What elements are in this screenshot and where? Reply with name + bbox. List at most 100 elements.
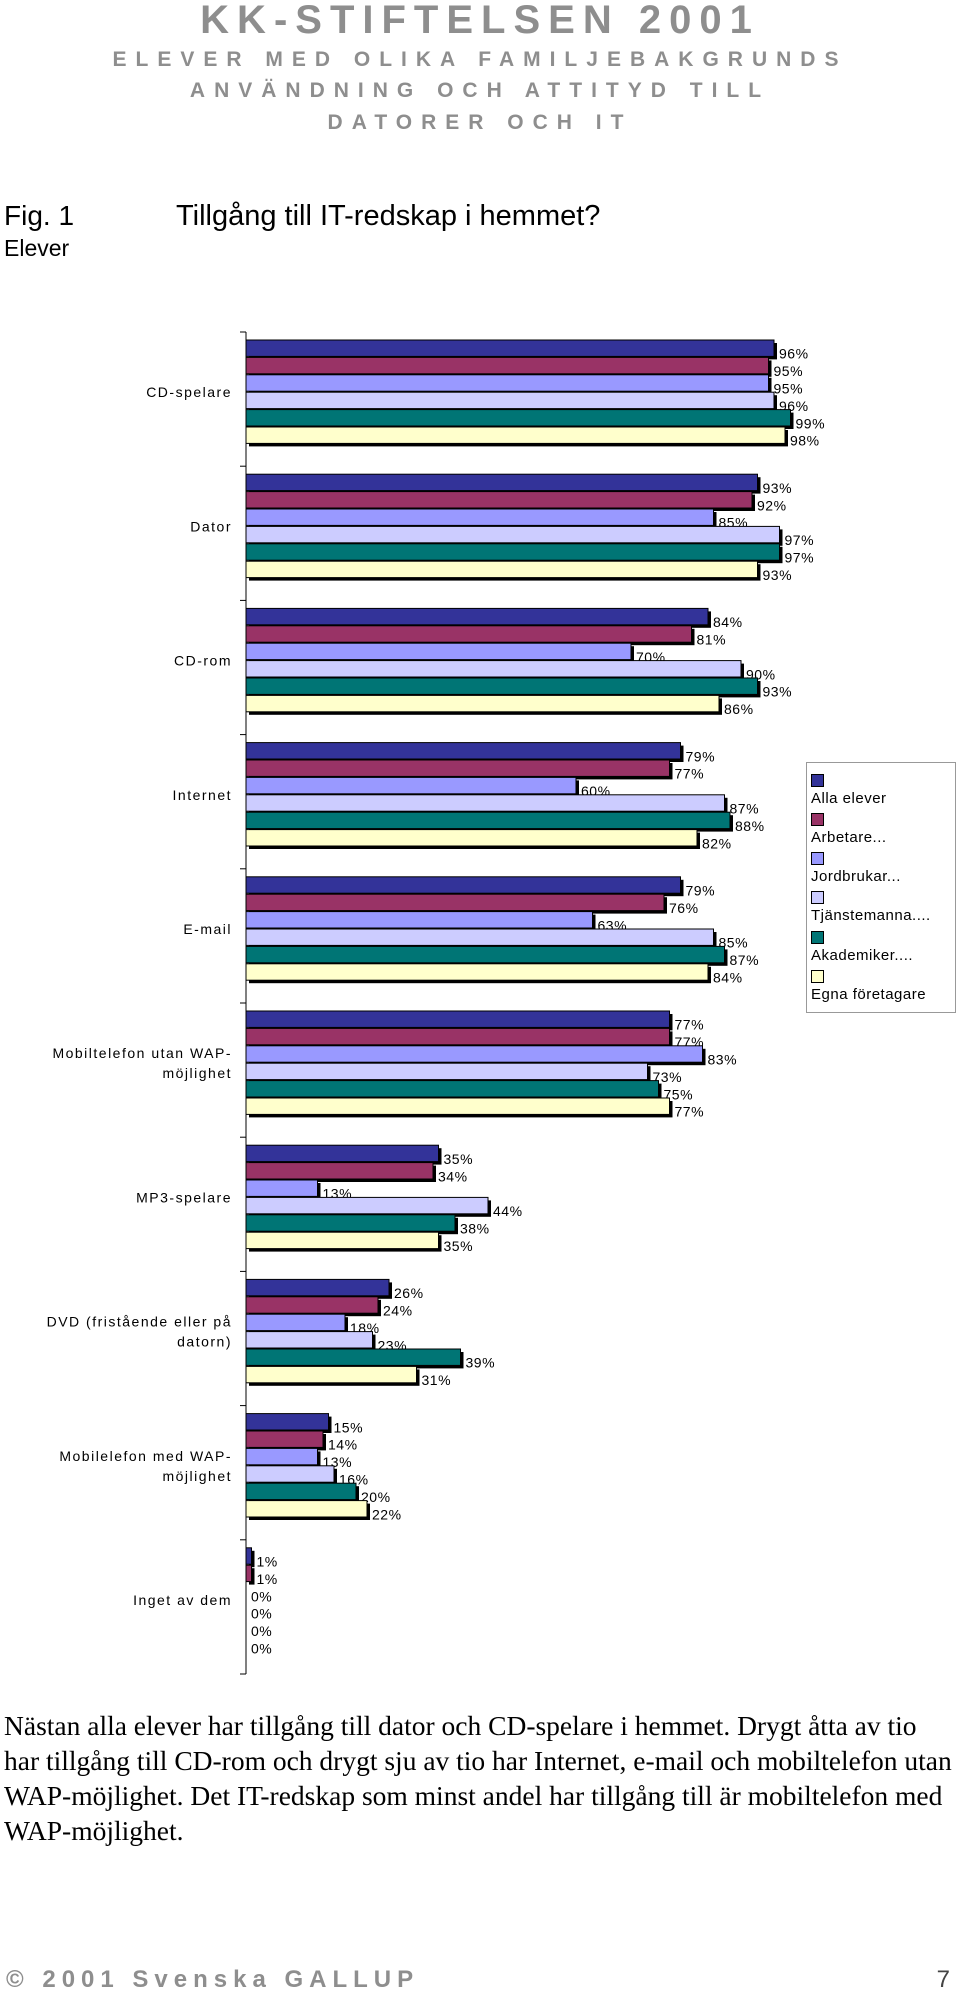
data-label: 38% <box>460 1221 490 1237</box>
bar-8-0 <box>245 1413 329 1431</box>
category-label: MP3-spelare <box>136 1189 232 1205</box>
figure-group: Elever <box>4 235 70 261</box>
data-label: 87% <box>730 801 760 817</box>
legend-item: Egna företagare <box>811 969 955 1003</box>
bar-9-0 <box>245 1547 252 1565</box>
bar-9-1 <box>245 1564 252 1583</box>
data-label: 14% <box>328 1437 358 1453</box>
bar-4-2 <box>245 911 593 929</box>
data-label: 95% <box>774 363 804 379</box>
category-label: E-mail <box>183 921 232 937</box>
bar-3-2 <box>245 776 577 795</box>
bar-7-2 <box>245 1313 346 1332</box>
legend-item: Akademiker.... <box>811 930 955 964</box>
data-label: 81% <box>697 632 727 648</box>
data-label: 99% <box>796 415 826 431</box>
bar-5-1 <box>245 1027 670 1046</box>
data-label: 97% <box>785 532 815 548</box>
data-label: 39% <box>466 1355 496 1371</box>
report-subtitle-line1: ELEVER MED OLIKA FAMILJEBAKGRUNDS <box>112 48 848 71</box>
legend-swatch <box>811 970 824 983</box>
bar-6-0 <box>245 1144 439 1163</box>
bar-1-3 <box>245 525 780 544</box>
bar-5-2 <box>245 1045 703 1063</box>
data-label: 0% <box>251 1606 272 1622</box>
data-label: 95% <box>774 381 804 397</box>
data-label: 77% <box>675 1104 705 1120</box>
category-label: CD-spelare <box>146 384 232 400</box>
data-label: 22% <box>372 1506 402 1522</box>
data-label: 1% <box>257 1571 278 1587</box>
data-label: 31% <box>422 1372 452 1388</box>
body-text: Nästan alla elever har tillgång till dat… <box>4 1710 952 1846</box>
data-label: 83% <box>708 1052 738 1068</box>
bar-6-5 <box>245 1231 439 1250</box>
bar-8-4 <box>245 1482 357 1501</box>
bar-0-2 <box>245 374 769 392</box>
bar-2-4 <box>245 677 758 695</box>
page-footer: © 2001 Svenska GALLUP 7 <box>6 1966 950 1994</box>
data-label: 20% <box>361 1489 391 1505</box>
bar-1-1 <box>245 491 753 509</box>
chart-legend: Alla elever Arbetare... Jordbrukar... Tjäns… <box>806 762 956 1013</box>
bar-6-2 <box>245 1179 318 1197</box>
legend-item: Alla elever <box>811 773 955 807</box>
legend-swatch <box>811 774 824 787</box>
category-label: datorn) <box>177 1334 232 1350</box>
data-label: 85% <box>719 935 749 951</box>
legend-label: Alla elever <box>811 790 887 807</box>
bar-8-5 <box>245 1500 368 1518</box>
bar-6-3 <box>245 1196 489 1215</box>
bar-7-3 <box>245 1331 373 1349</box>
data-label: 26% <box>394 1285 424 1301</box>
data-label: 92% <box>757 497 787 513</box>
legend-swatch <box>811 813 824 826</box>
data-label: 98% <box>790 433 820 449</box>
bar-8-1 <box>245 1430 324 1448</box>
legend-label: Arbetare... <box>811 829 887 846</box>
bar-6-1 <box>245 1162 434 1180</box>
bar-0-1 <box>245 356 769 375</box>
bar-1-5 <box>245 560 758 579</box>
legend-label: Tjänstemanna.... <box>811 907 931 924</box>
data-label: 44% <box>493 1203 523 1219</box>
figure-number: Fig. 1 <box>4 200 75 231</box>
data-label: 79% <box>686 748 716 764</box>
legend-item: Jordbrukar... <box>811 851 955 885</box>
data-label: 34% <box>438 1168 468 1184</box>
data-label: 77% <box>675 1017 705 1033</box>
bar-4-5 <box>245 963 709 981</box>
bar-2-0 <box>245 607 709 626</box>
category-label: DVD (fristående eller på <box>47 1314 232 1330</box>
legend-swatch <box>811 852 824 865</box>
bar-2-5 <box>245 694 720 713</box>
category-label: möjlighet <box>162 1468 232 1484</box>
bar-5-5 <box>245 1097 670 1115</box>
bar-3-5 <box>245 829 698 847</box>
legend-label: Jordbrukar... <box>811 868 901 885</box>
bar-4-4 <box>245 945 725 964</box>
category-label: CD-rom <box>174 653 232 669</box>
bar-chart: 96%95%95%96%99%98%CD-spelare93%92%85%97%… <box>47 331 826 1675</box>
bar-4-0 <box>245 876 681 894</box>
bar-3-1 <box>245 759 670 777</box>
category-label: Mobiltelefon utan WAP- <box>52 1045 232 1061</box>
bar-3-3 <box>245 794 725 812</box>
data-label: 84% <box>713 614 743 630</box>
data-label: 96% <box>779 346 809 362</box>
data-label: 24% <box>383 1303 413 1319</box>
bar-5-0 <box>245 1010 670 1028</box>
data-label: 87% <box>730 952 760 968</box>
data-label: 0% <box>251 1623 272 1639</box>
bar-2-3 <box>245 660 742 678</box>
data-label: 76% <box>669 900 699 916</box>
figure-title: Tillgång till IT-redskap i hemmet? <box>176 200 601 232</box>
bar-7-5 <box>245 1365 417 1384</box>
page-number: 7 <box>936 1966 950 1993</box>
report-subtitle-line3: DATORER OCH IT <box>327 111 633 134</box>
bar-0-0 <box>245 339 775 357</box>
data-label: 35% <box>444 1238 474 1254</box>
bar-0-4 <box>245 409 791 427</box>
data-label: 0% <box>251 1588 272 1604</box>
report-subtitle-line2: ANVÄNDNING OCH ATTITYD TILL <box>189 79 771 102</box>
